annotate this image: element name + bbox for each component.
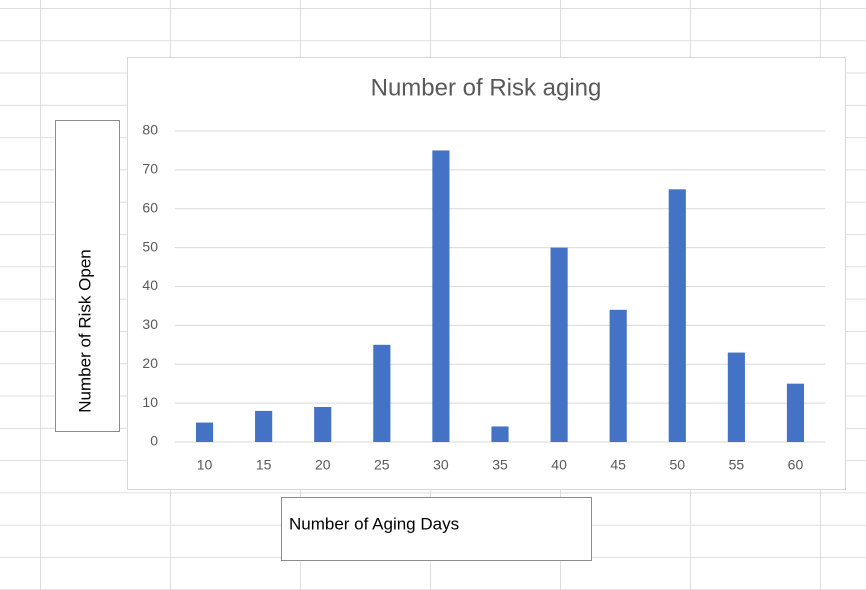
bar (195, 422, 214, 442)
x-axis-title: Number of Aging Days (289, 514, 459, 533)
y-axis-title: Number of Risk Open (75, 249, 94, 412)
y-tick-label: 0 (150, 433, 158, 449)
bar (255, 410, 273, 442)
bar (373, 344, 391, 442)
x-tick-label: 25 (374, 457, 390, 473)
x-tick-label: 15 (256, 457, 272, 473)
bar (432, 150, 450, 442)
x-tick-label: 50 (669, 457, 685, 473)
bar (491, 426, 509, 442)
y-title-box (55, 120, 120, 432)
y-tick-label: 80 (142, 122, 158, 138)
bar (609, 309, 627, 442)
bar (786, 383, 805, 442)
chart-title: Number of Risk aging (371, 74, 602, 101)
y-tick-label: 30 (142, 316, 158, 332)
x-tick-label: 10 (197, 457, 213, 473)
x-tick-label: 35 (492, 457, 508, 473)
x-tick-label: 55 (729, 457, 745, 473)
bar (550, 247, 568, 442)
x-tick-label: 30 (433, 457, 449, 473)
x-tick-label: 20 (315, 457, 331, 473)
bar (668, 189, 686, 442)
y-tick-label: 20 (142, 355, 158, 371)
y-tick-label: 70 (142, 161, 158, 177)
chart-area (127, 57, 846, 490)
bar (314, 407, 332, 442)
y-tick-label: 10 (142, 394, 158, 410)
x-title-box (281, 497, 592, 561)
bar (727, 352, 745, 442)
x-tick-label: 40 (551, 457, 567, 473)
y-tick-label: 60 (142, 199, 158, 215)
x-tick-label: 45 (610, 457, 626, 473)
y-tick-label: 50 (142, 238, 158, 254)
y-tick-label: 40 (142, 277, 158, 293)
x-tick-label: 60 (788, 457, 804, 473)
